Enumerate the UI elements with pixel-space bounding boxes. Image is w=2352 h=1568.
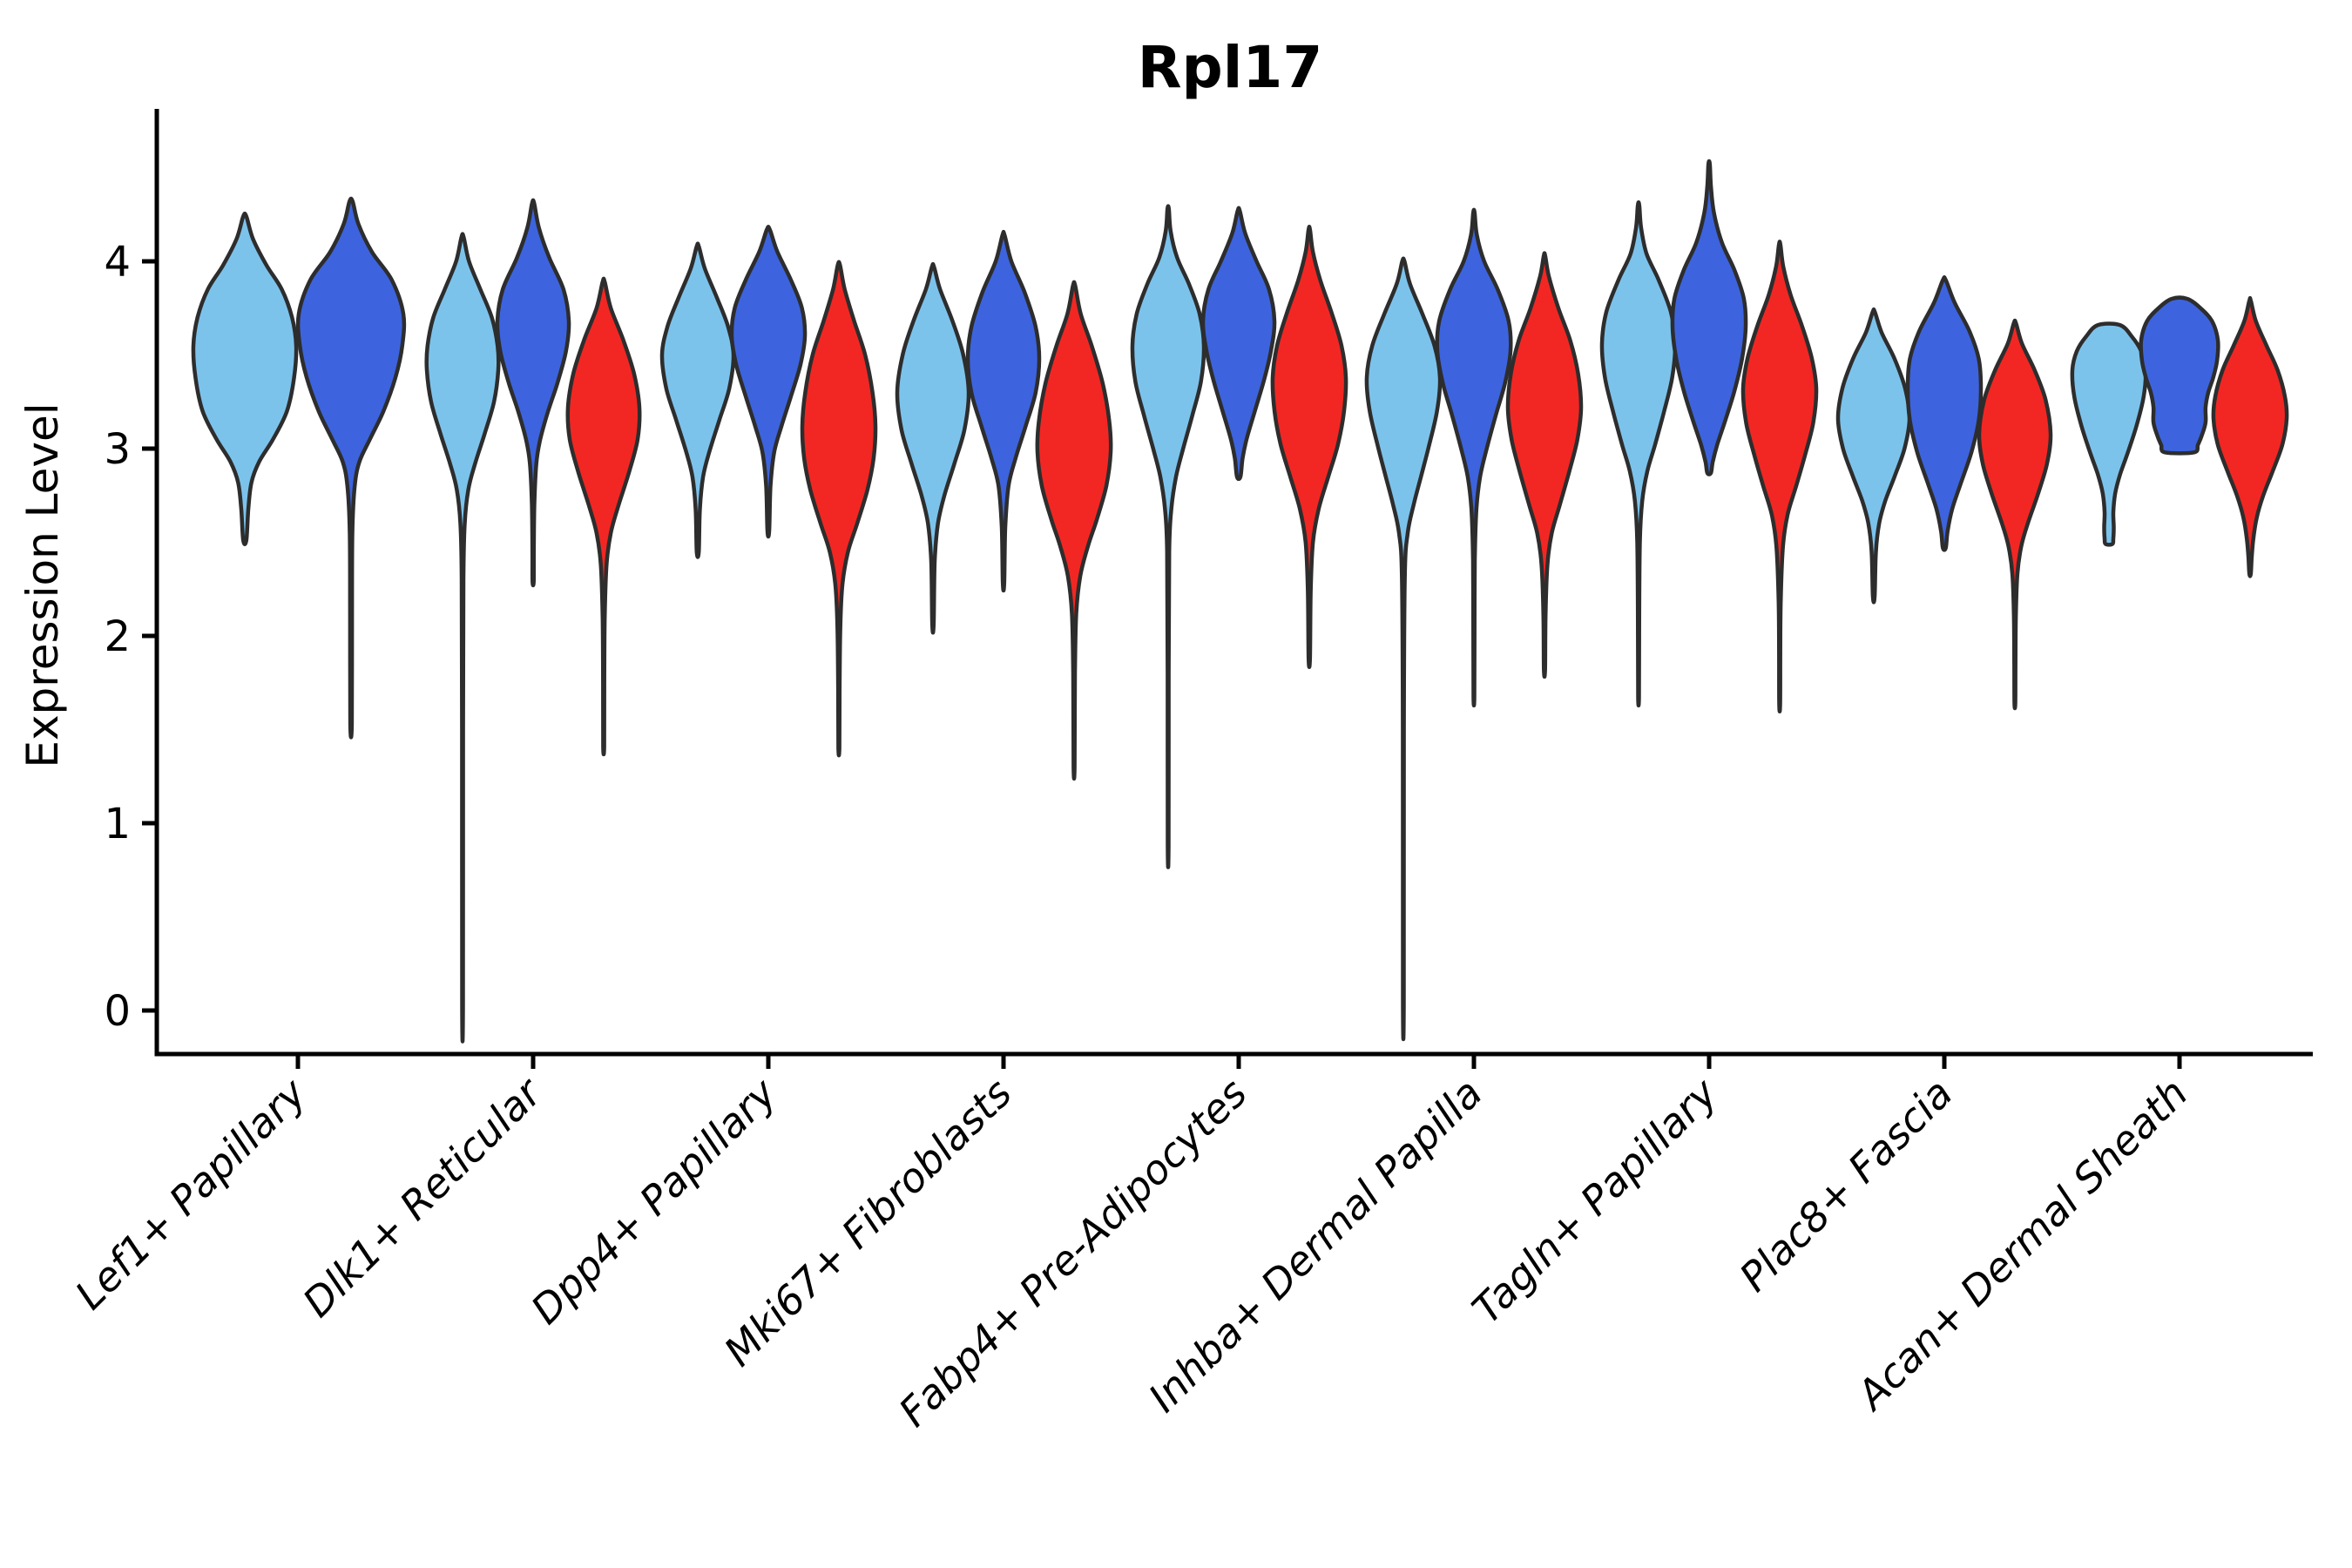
violin-1-red	[565, 276, 642, 757]
violin-3-light-blue	[895, 261, 971, 635]
violin-5-red	[1505, 251, 1584, 679]
x-tick-label: Tagln+ Papillary	[1463, 1069, 1727, 1333]
violin-7-red	[1977, 318, 2053, 711]
y-tick-label: 0	[104, 987, 131, 1036]
plot-title: Rpl17	[1138, 34, 1323, 101]
violin-5-dark-blue	[1435, 207, 1513, 708]
violin-5-light-blue	[1364, 256, 1443, 1041]
violin-3-red	[1035, 280, 1113, 781]
violin-4-light-blue	[1130, 204, 1206, 869]
y-tick-label: 3	[104, 425, 131, 474]
x-tick-label: Dlk1+ Reticular	[294, 1067, 552, 1326]
violin-7-light-blue	[1835, 307, 1912, 605]
violin-7-dark-blue	[1905, 275, 1984, 552]
violin-1-dark-blue	[495, 198, 571, 588]
violin-0-dark-blue	[295, 196, 407, 740]
violin-8-red	[2211, 295, 2289, 578]
y-axis-label: Expression Level	[17, 402, 68, 767]
violin-4-dark-blue	[1200, 206, 1277, 482]
violin-6-dark-blue	[1670, 159, 1748, 476]
x-tick-label: Dpp4+ Papillary	[522, 1069, 786, 1333]
violin-2-light-blue	[659, 241, 736, 559]
violin-2-dark-blue	[729, 225, 808, 539]
violin-3-dark-blue	[965, 229, 1042, 593]
y-tick-label: 2	[104, 612, 131, 661]
violin-1-light-blue	[424, 232, 501, 1044]
violin-8-light-blue	[2070, 321, 2148, 547]
y-tick-label: 4	[104, 238, 131, 287]
x-tick-label: Plac8+ Fascia	[1730, 1070, 1961, 1301]
violin-4-red	[1270, 225, 1348, 670]
violin-6-red	[1740, 240, 1819, 714]
violin-2-red	[800, 260, 878, 758]
violins	[191, 159, 2289, 1044]
violin-0-light-blue	[191, 211, 299, 547]
y-tick-label: 1	[104, 800, 131, 848]
violin-6-light-blue	[1599, 200, 1678, 708]
x-tick-label: Lef1+ Papillary	[66, 1069, 315, 1318]
violin-8-dark-blue	[2139, 295, 2220, 456]
